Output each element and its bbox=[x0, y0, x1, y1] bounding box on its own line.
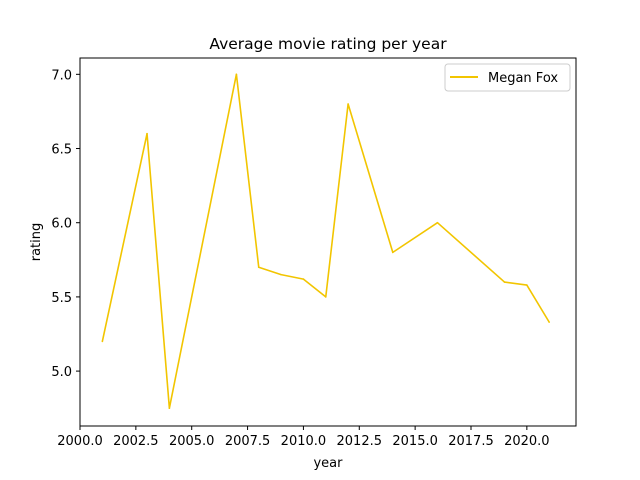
y-axis-ticks: 5.0 5.5 6.0 6.5 7.0 bbox=[51, 68, 80, 380]
x-tick-label: 2002.5 bbox=[113, 434, 159, 449]
data-point bbox=[347, 103, 349, 105]
x-tick-label: 2000.0 bbox=[57, 434, 103, 449]
legend: Megan Fox bbox=[444, 63, 571, 92]
data-point bbox=[324, 296, 327, 298]
legend-box bbox=[444, 63, 571, 92]
data-point bbox=[235, 73, 238, 76]
data-point bbox=[168, 407, 171, 409]
y-tick-label: 6.0 bbox=[51, 217, 72, 232]
data-point bbox=[548, 321, 550, 323]
data-point bbox=[101, 340, 104, 343]
chart-title: Average movie rating per year bbox=[209, 35, 447, 53]
x-tick-label: 2017.5 bbox=[448, 434, 494, 449]
x-axis-ticks: 2000.0 2002.5 2005.0 2007.5 2010.0 2012.5 2015… bbox=[57, 426, 550, 449]
y-tick-label: 6.5 bbox=[51, 143, 72, 158]
x-axis-label: year bbox=[313, 456, 343, 471]
data-point bbox=[257, 266, 260, 269]
legend-label: Megan Fox bbox=[488, 71, 558, 86]
x-tick-label: 2007.5 bbox=[225, 434, 271, 449]
data-point bbox=[280, 273, 282, 276]
x-tick-label: 2015.0 bbox=[392, 434, 438, 449]
series-layer bbox=[101, 73, 550, 409]
x-tick-label: 2012.5 bbox=[337, 434, 383, 449]
y-axis-label: rating bbox=[29, 223, 44, 262]
data-point bbox=[436, 221, 439, 224]
y-tick-label: 5.5 bbox=[51, 291, 72, 306]
series-line bbox=[101, 73, 550, 409]
data-point bbox=[302, 278, 305, 280]
y-tick-label: 7.0 bbox=[51, 68, 72, 83]
data-point bbox=[526, 284, 528, 286]
data-point bbox=[503, 281, 506, 283]
plot-frame bbox=[79, 57, 577, 427]
y-tick-label: 5.0 bbox=[51, 365, 72, 380]
data-point bbox=[391, 251, 394, 254]
x-tick-label: 2005.0 bbox=[169, 434, 215, 449]
x-tick-label: 2020.0 bbox=[504, 434, 550, 449]
x-tick-label: 2010.0 bbox=[281, 434, 327, 449]
data-point bbox=[146, 132, 148, 135]
